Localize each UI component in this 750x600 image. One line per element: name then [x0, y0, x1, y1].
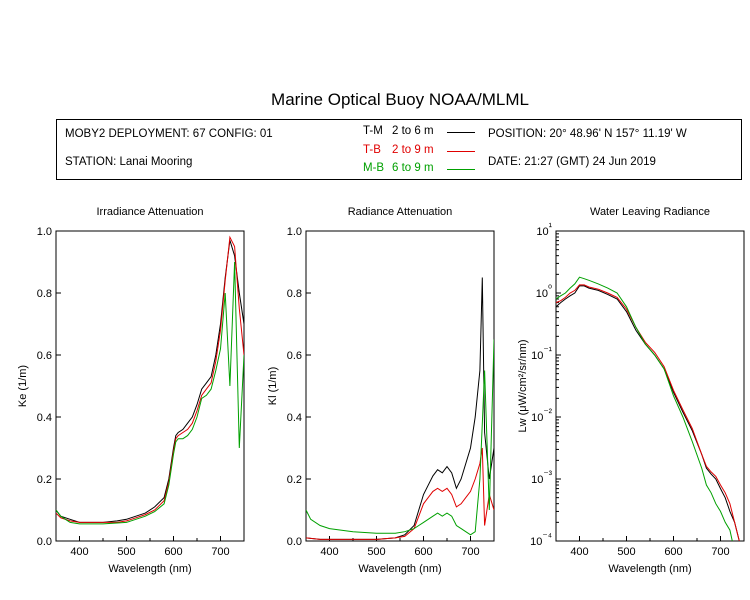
y-tick-label: 10¹ — [536, 222, 552, 238]
x-axis-label: Wavelength (nm) — [108, 563, 191, 575]
series-line-t-b — [306, 447, 494, 540]
x-tick-label: 400 — [70, 546, 88, 558]
x-tick-label: 700 — [461, 546, 479, 558]
series-line-t-m — [556, 285, 740, 541]
y-tick-label: 0.4 — [287, 412, 302, 424]
plot-series-group — [306, 277, 494, 540]
x-tick-label: 500 — [617, 546, 635, 558]
plot-title: Water Leaving Radiance — [590, 206, 710, 218]
y-tick-label: 0.8 — [287, 288, 302, 300]
series-line-m-b — [306, 339, 494, 536]
y-tick-label: 0.6 — [37, 350, 52, 362]
info-box: MOBY2 DEPLOYMENT: 67 CONFIG: 01 STATION:… — [56, 119, 742, 180]
y-tick-label: 10⁻² — [531, 408, 553, 424]
legend-code-t-b: T-B — [363, 144, 381, 156]
x-tick-label: 700 — [711, 546, 729, 558]
series-line-t-b — [56, 235, 244, 523]
x-axis-label: Wavelength (nm) — [358, 563, 441, 575]
legend-swatch-m-b — [447, 169, 475, 170]
plot-frame — [55, 230, 245, 542]
x-tick-label: 400 — [320, 546, 338, 558]
plot-series-group — [556, 276, 740, 541]
x-axis-label: Wavelength (nm) — [608, 563, 691, 575]
legend-range-m-b: 6 to 9 m — [392, 162, 434, 174]
plot-frame — [305, 230, 495, 542]
legend-code-t-m: T-M — [363, 125, 383, 137]
y-tick-label: 10⁻¹ — [531, 346, 553, 362]
series-line-m-b — [56, 261, 244, 525]
y-axis-label: Kl (1/m) — [267, 367, 279, 406]
y-tick-label: 10⁻⁴ — [530, 532, 552, 548]
plot-title: Irradiance Attenuation — [96, 206, 203, 218]
date-label: DATE: 21:27 (GMT) 24 Jun 2019 — [488, 156, 656, 168]
x-tick-label: 500 — [367, 546, 385, 558]
series-line-m-b — [556, 276, 733, 541]
series-line-t-b — [556, 284, 740, 541]
legend-range-t-m: 2 to 6 m — [392, 125, 434, 137]
y-tick-label: 10⁻³ — [531, 470, 553, 486]
series-line-t-m — [306, 277, 494, 540]
y-tick-label: 0.0 — [37, 536, 52, 548]
y-tick-label: 0.8 — [37, 288, 52, 300]
y-tick-label: 1.0 — [37, 226, 52, 238]
x-tick-label: 600 — [164, 546, 182, 558]
y-tick-label: 0.6 — [287, 350, 302, 362]
y-tick-label: 1.0 — [287, 226, 302, 238]
series-line-t-m — [56, 240, 244, 523]
x-tick-label: 600 — [664, 546, 682, 558]
plot-series-group — [56, 235, 244, 525]
radiance-attenuation-chart: Radiance Attenuation 400 500 600 700 0.0 0.2 0.… — [267, 206, 495, 575]
x-tick-label: 500 — [117, 546, 135, 558]
plot-title: Radiance Attenuation — [348, 206, 453, 218]
position-label: POSITION: 20° 48.96' N 157° 11.19' W — [488, 128, 687, 140]
legend-swatch-t-b — [447, 151, 475, 152]
deployment-label: MOBY2 DEPLOYMENT: 67 CONFIG: 01 — [65, 128, 273, 140]
station-label: STATION: Lanai Mooring — [65, 156, 193, 168]
y-tick-label: 0.4 — [37, 412, 52, 424]
x-tick-label: 600 — [414, 546, 432, 558]
x-tick-label: 700 — [211, 546, 229, 558]
x-tick-label: 400 — [570, 546, 588, 558]
legend-swatch-t-m — [447, 132, 475, 133]
legend-code-m-b: M-B — [363, 162, 385, 174]
irradiance-attenuation-chart: Irradiance Attenuation 400 500 600 700 0.0 0.2… — [17, 206, 245, 575]
plot-frame — [555, 230, 745, 542]
y-tick-label: 0.2 — [287, 474, 302, 486]
y-tick-label: 0.0 — [287, 536, 302, 548]
y-axis-label: Ke (1/m) — [17, 365, 29, 407]
y-tick-label: 10⁰ — [536, 284, 552, 300]
page-title: Marine Optical Buoy NOAA/MLML — [271, 90, 529, 109]
y-tick-label: 0.2 — [37, 474, 52, 486]
y-axis-label: Lw (μW/cm²/sr/nm) — [517, 339, 529, 432]
water-leaving-radiance-chart: Water Leaving Radiance 400 500 600 700 10⁻⁴ 10… — [517, 206, 745, 575]
legend-range-t-b: 2 to 9 m — [392, 144, 434, 156]
